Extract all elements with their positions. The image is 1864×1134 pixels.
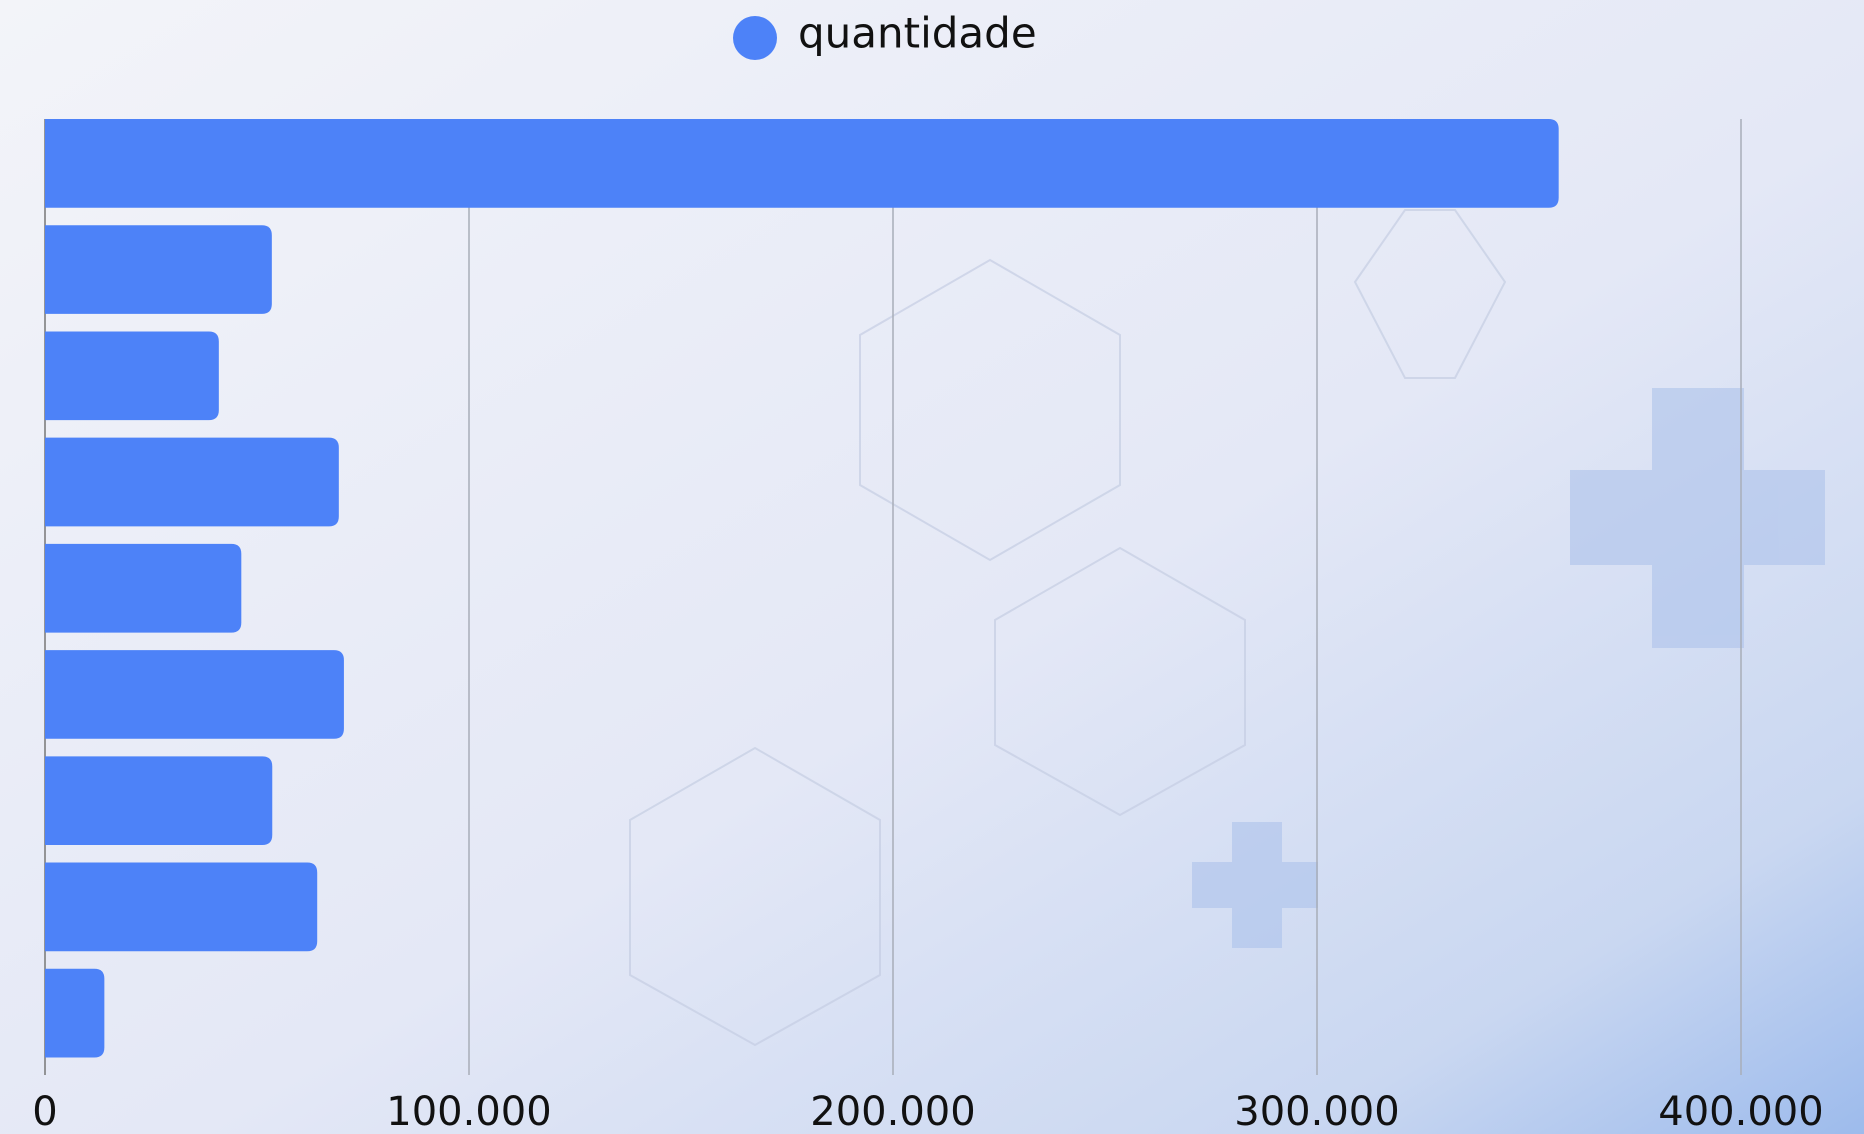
bar (45, 543, 242, 633)
bar (45, 650, 344, 739)
bar (45, 331, 219, 421)
x-tick-label: 100.000 (386, 1089, 551, 1134)
legend-marker (733, 16, 777, 60)
x-tick-label: 300.000 (1234, 1089, 1399, 1134)
bar (45, 225, 272, 314)
x-tick-label: 0 (32, 1089, 57, 1134)
x-tick-label: 400.000 (1658, 1089, 1823, 1134)
bar (45, 119, 1559, 208)
bar (45, 437, 339, 527)
decoration (629, 209, 1507, 1047)
bar (45, 756, 273, 846)
bar (45, 968, 105, 1058)
bar (45, 862, 318, 952)
decoration (1192, 388, 1825, 948)
legend-label: quantidade (798, 9, 1037, 58)
x-tick-label: 200.000 (810, 1089, 975, 1134)
